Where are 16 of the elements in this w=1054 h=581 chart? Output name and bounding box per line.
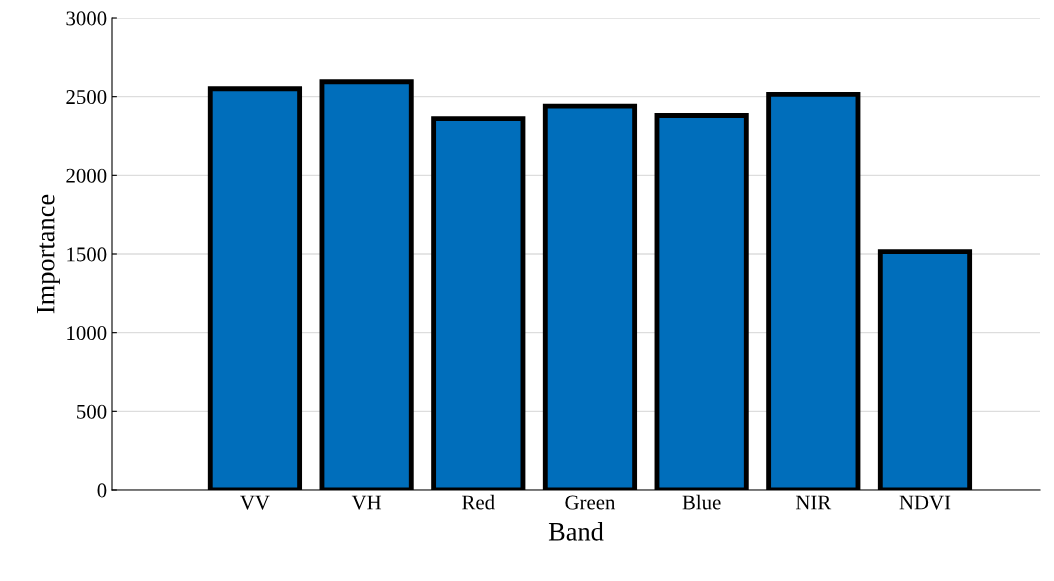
x-axis-title: Band	[548, 522, 604, 541]
y-tick-label: 2500	[66, 90, 107, 105]
y-axis-title: Importance	[37, 194, 60, 314]
x-tick-label: NDVI	[899, 495, 951, 510]
x-tick-label: Red	[462, 494, 495, 510]
x-tick-label: NIR	[795, 495, 832, 510]
y-tick-label: 0	[97, 483, 107, 498]
x-tick-label: VV	[240, 495, 270, 510]
y-tick-label: 1500	[67, 247, 107, 262]
y-tick-label: 1000	[67, 326, 107, 341]
x-tick-label: Green	[565, 495, 616, 510]
x-tick-label: VH	[351, 495, 382, 510]
y-tick-label: 500	[77, 404, 107, 419]
y-tick-label: 2000	[66, 168, 107, 183]
x-tick-label: Blue	[682, 494, 721, 510]
y-tick-label: 3000	[66, 11, 107, 26]
